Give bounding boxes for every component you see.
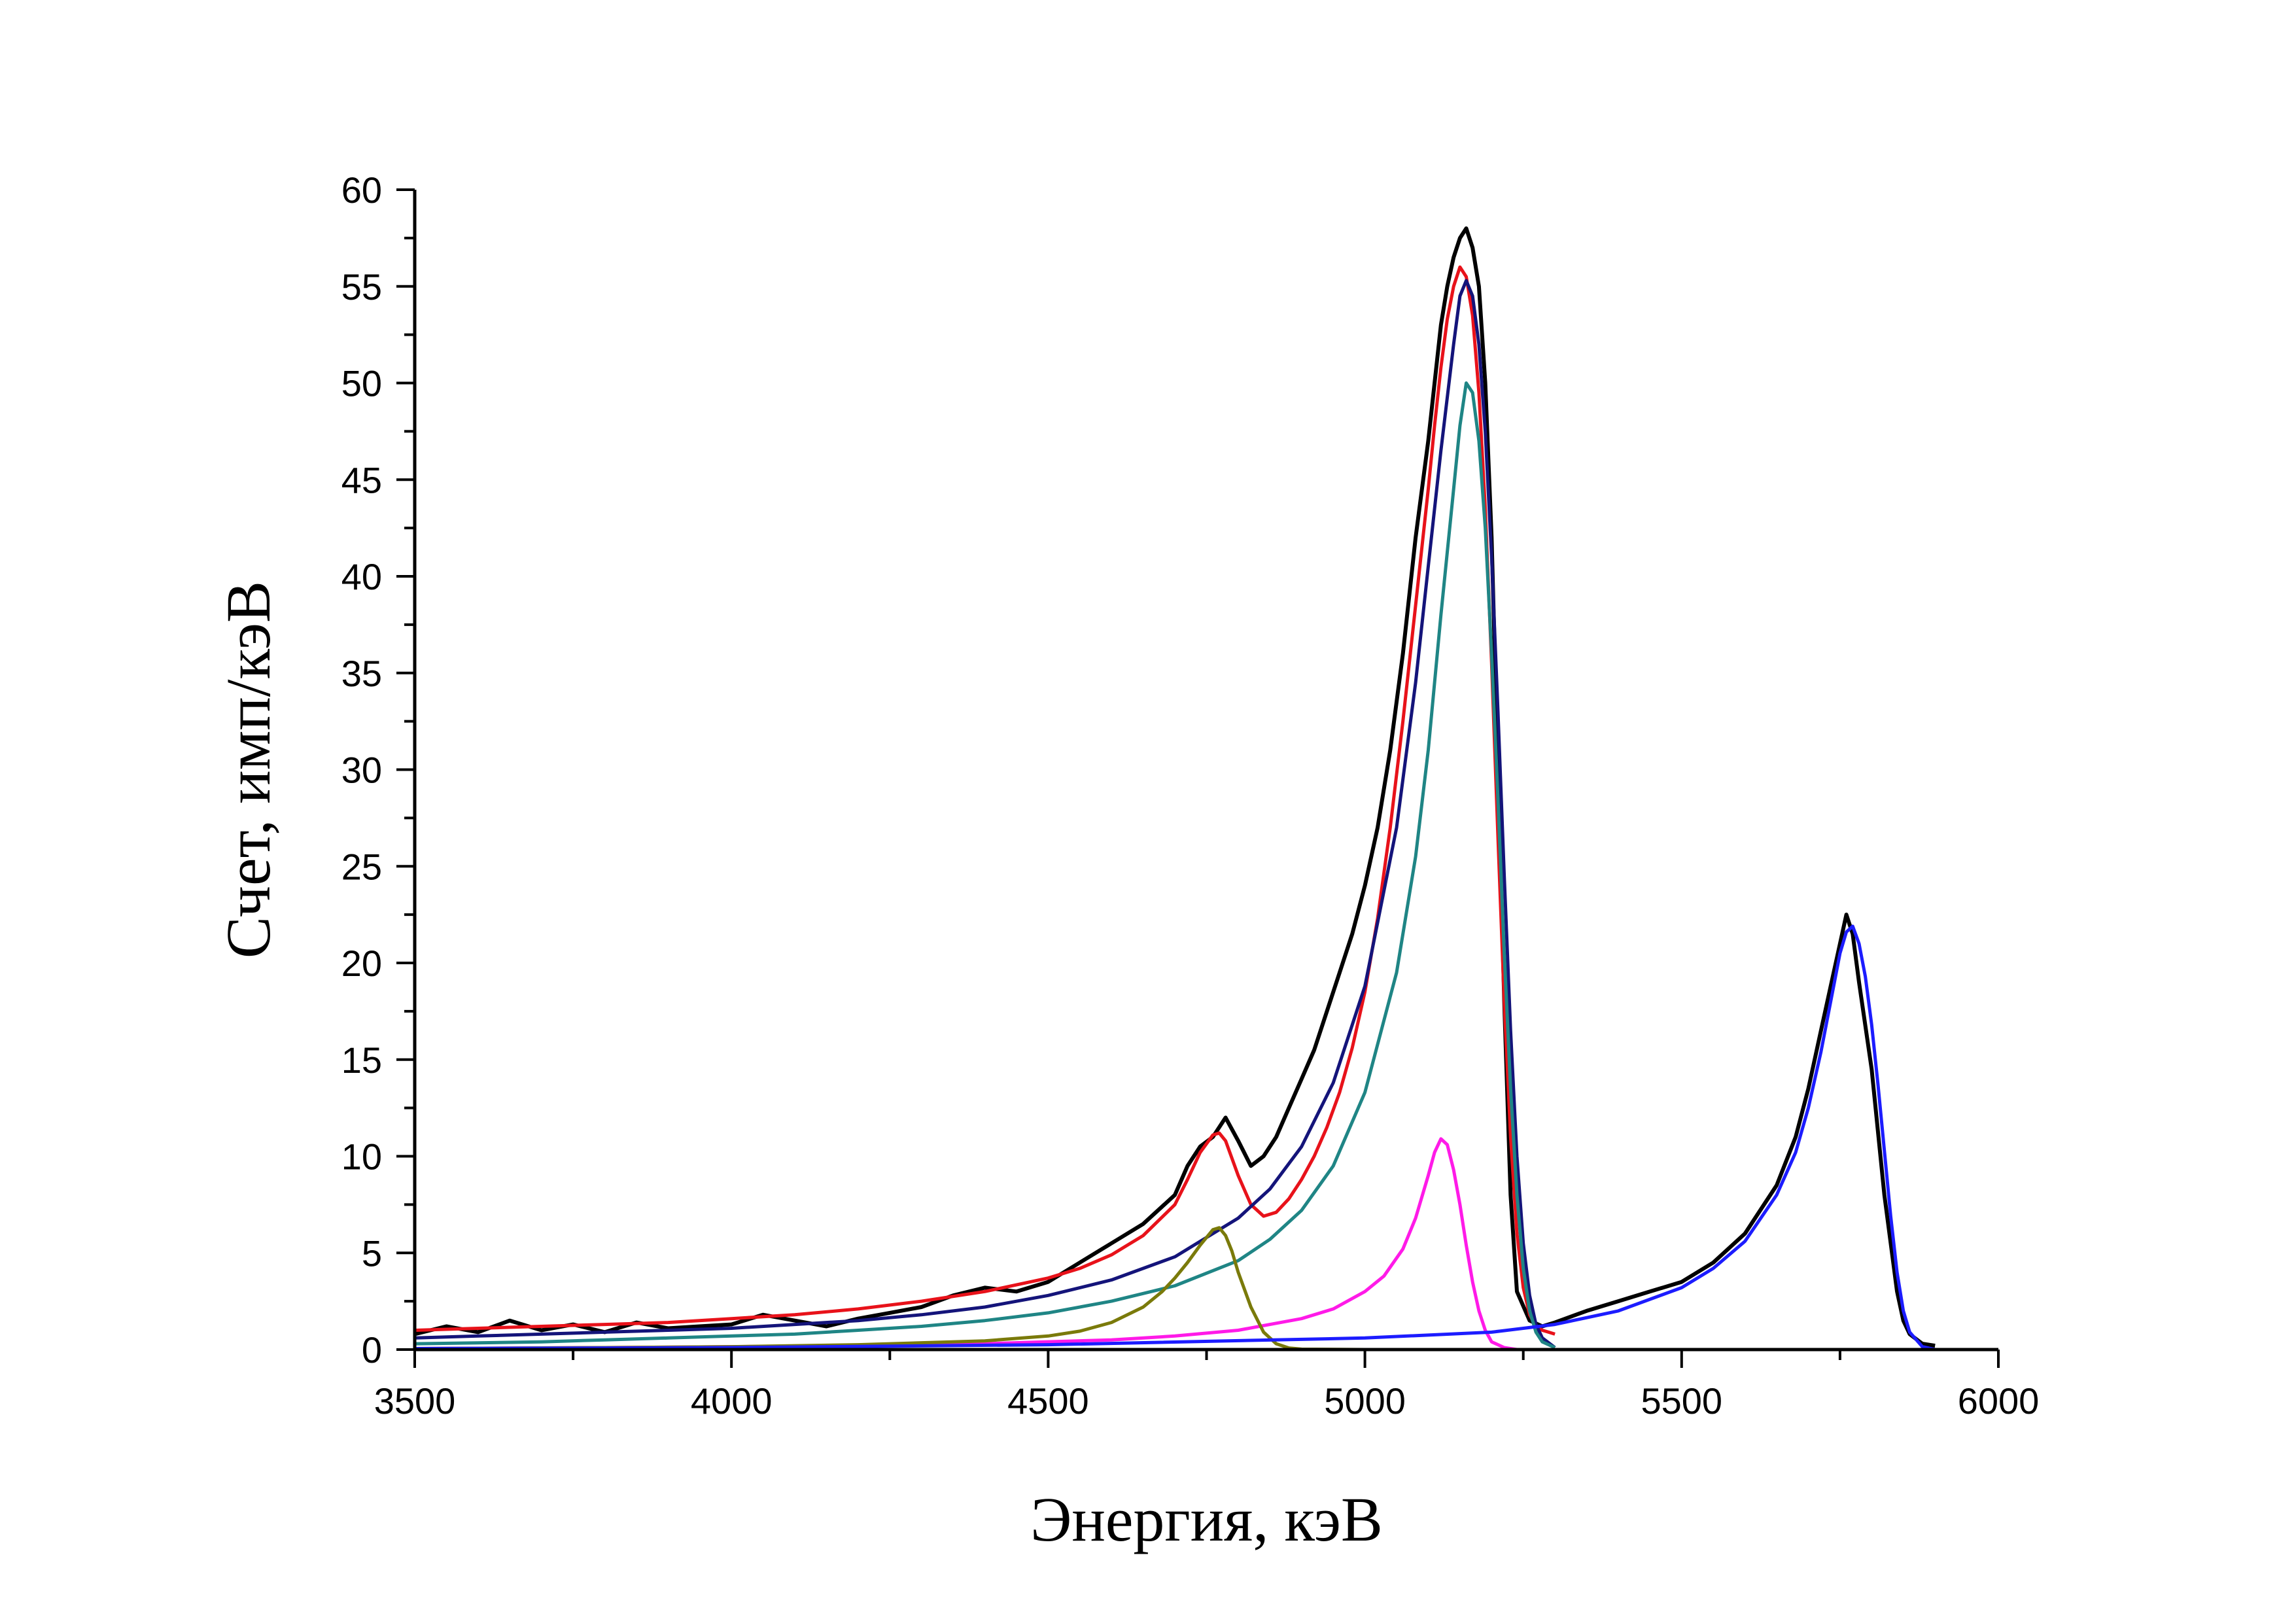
y-tick-label: 0	[362, 1329, 382, 1370]
y-tick-label: 15	[341, 1039, 382, 1081]
x-tick-label: 6000	[1958, 1380, 2040, 1422]
x-tick-label: 4500	[1007, 1380, 1089, 1422]
y-tick-label: 60	[341, 169, 382, 211]
y-axis-title: Счет, имп/кэВ	[213, 581, 283, 958]
y-tick-label: 20	[341, 943, 382, 984]
fit-component-line-2	[414, 279, 1556, 1349]
measured-spectrum-line	[414, 226, 1936, 1348]
y-tick-label: 25	[341, 846, 382, 887]
y-tick-label: 50	[341, 363, 382, 404]
y-tick-label: 45	[341, 459, 382, 500]
axes	[413, 190, 1998, 1352]
fit-component-line-4	[414, 1137, 1530, 1352]
x-tick-label: 4000	[691, 1380, 773, 1422]
x-ticks: 3500 4000 4500 5000 5500 6000	[374, 1350, 2040, 1422]
y-ticks: 0 5 10 15 20 25 30 35 40 45 50 55 60	[341, 169, 415, 1370]
y-tick-label: 10	[341, 1136, 382, 1178]
plot-lines	[414, 226, 1936, 1352]
x-axis-title: Энергия, кэВ	[1030, 1484, 1383, 1554]
x-tick-label: 5500	[1641, 1380, 1723, 1422]
fit-component-line-6	[414, 924, 1936, 1352]
y-tick-label: 5	[362, 1232, 382, 1274]
fit-component-line-3	[414, 381, 1556, 1350]
y-tick-label: 30	[341, 750, 382, 791]
y-tick-label: 40	[341, 556, 382, 597]
y-tick-label: 35	[341, 653, 382, 694]
fit-component-line-5	[414, 1226, 1365, 1352]
y-tick-label: 55	[341, 266, 382, 307]
x-tick-label: 5000	[1324, 1380, 1406, 1422]
x-tick-label: 3500	[374, 1380, 456, 1422]
